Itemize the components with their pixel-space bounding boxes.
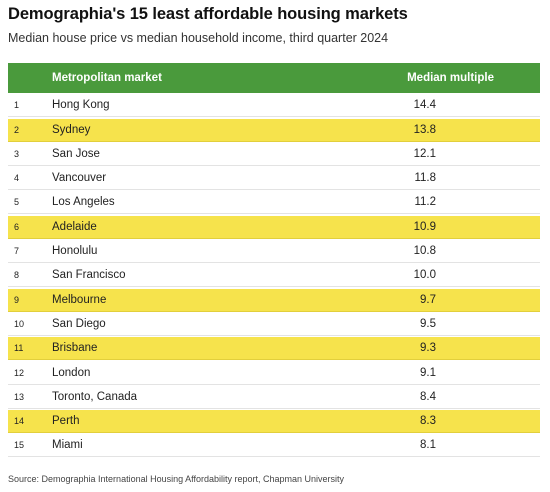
multiple-cell: 8.4: [420, 390, 436, 403]
table-row: 3 San Jose 12.1: [8, 143, 540, 166]
chart-title: Demographia's 15 least affordable housin…: [8, 5, 408, 23]
multiple-cell: 10.9: [413, 220, 436, 233]
market-cell: Los Angeles: [52, 196, 115, 209]
table-row: 12 London 9.1: [8, 362, 540, 385]
market-cell: Brisbane: [52, 342, 98, 355]
table-row: 5 Los Angeles 11.2: [8, 191, 540, 215]
rank-cell: 13: [14, 391, 25, 402]
market-cell: Melbourne: [52, 293, 107, 306]
table-row: 15 Miami 8.1: [8, 434, 540, 458]
source-note: Source: Demographia International Housin…: [8, 474, 345, 484]
table-row: 1 Hong Kong 14.4: [8, 94, 540, 118]
rank-cell: 10: [14, 318, 25, 329]
table-row: 7 Honolulu 10.8: [8, 240, 540, 264]
market-cell: Honolulu: [52, 245, 98, 258]
market-cell: San Jose: [52, 147, 100, 160]
table-row: 6 Adelaide 10.9: [8, 215, 540, 239]
multiple-cell: 14.4: [413, 99, 436, 112]
table-row: 13 Toronto, Canada 8.4: [8, 386, 540, 409]
rank-cell: 4: [14, 173, 20, 184]
multiple-cell: 13.8: [413, 123, 436, 136]
rank-cell: 3: [14, 148, 20, 159]
multiple-cell: 11.8: [414, 172, 436, 185]
rank-cell: 7: [14, 246, 20, 257]
multiple-cell: 8.1: [420, 439, 436, 452]
multiple-cell: 12.1: [413, 147, 436, 160]
market-cell: San Diego: [52, 317, 106, 330]
table-row: 4 Vancouver 11.8: [8, 167, 540, 191]
header-market: Metropolitan market: [52, 72, 162, 84]
market-cell: Miami: [52, 439, 83, 452]
multiple-cell: 9.7: [420, 293, 436, 306]
market-cell: Sydney: [52, 123, 91, 136]
multiple-cell: 8.3: [420, 415, 436, 428]
rank-cell: 2: [14, 124, 20, 135]
table-row: 11 Brisbane 9.3: [8, 337, 540, 361]
rank-cell: 6: [14, 221, 20, 232]
table-header: Metropolitan market Median multiple: [8, 63, 540, 93]
chart-subtitle: Median house price vs median household i…: [8, 31, 389, 45]
multiple-cell: 11.2: [414, 196, 436, 209]
header-multiple: Median multiple: [407, 72, 494, 84]
table-row: 14 Perth 8.3: [8, 410, 540, 434]
market-cell: Hong Kong: [52, 99, 110, 112]
rank-cell: 8: [14, 270, 20, 281]
multiple-cell: 10.8: [413, 245, 436, 258]
table-row: 2 Sydney 13.8: [8, 118, 540, 142]
market-cell: San Francisco: [52, 269, 126, 282]
multiple-cell: 9.1: [420, 366, 436, 379]
rank-cell: 1: [14, 100, 20, 111]
rank-cell: 14: [14, 416, 25, 427]
multiple-cell: 9.5: [420, 317, 436, 330]
market-cell: Vancouver: [52, 172, 107, 185]
market-cell: Adelaide: [52, 220, 97, 233]
rank-cell: 9: [14, 294, 20, 305]
table-row: 9 Melbourne 9.7: [8, 288, 540, 312]
market-cell: Toronto, Canada: [52, 390, 138, 403]
table-row: 10 San Diego 9.5: [8, 313, 540, 336]
rank-cell: 12: [14, 367, 25, 378]
table-row: 8 San Francisco 10.0: [8, 264, 540, 288]
rank-cell: 15: [14, 440, 25, 451]
rank-cell: 5: [14, 197, 20, 208]
affordability-table: Metropolitan market Median multiple 1 Hon…: [8, 63, 540, 458]
rank-cell: 11: [14, 343, 24, 354]
multiple-cell: 10.0: [413, 269, 436, 282]
market-cell: London: [52, 366, 91, 379]
market-cell: Perth: [52, 415, 80, 428]
multiple-cell: 9.3: [420, 342, 436, 355]
table-body: 1 Hong Kong 14.4 2 Sydney 13.8 3 San Jose 12.1 4 V…: [8, 94, 540, 458]
